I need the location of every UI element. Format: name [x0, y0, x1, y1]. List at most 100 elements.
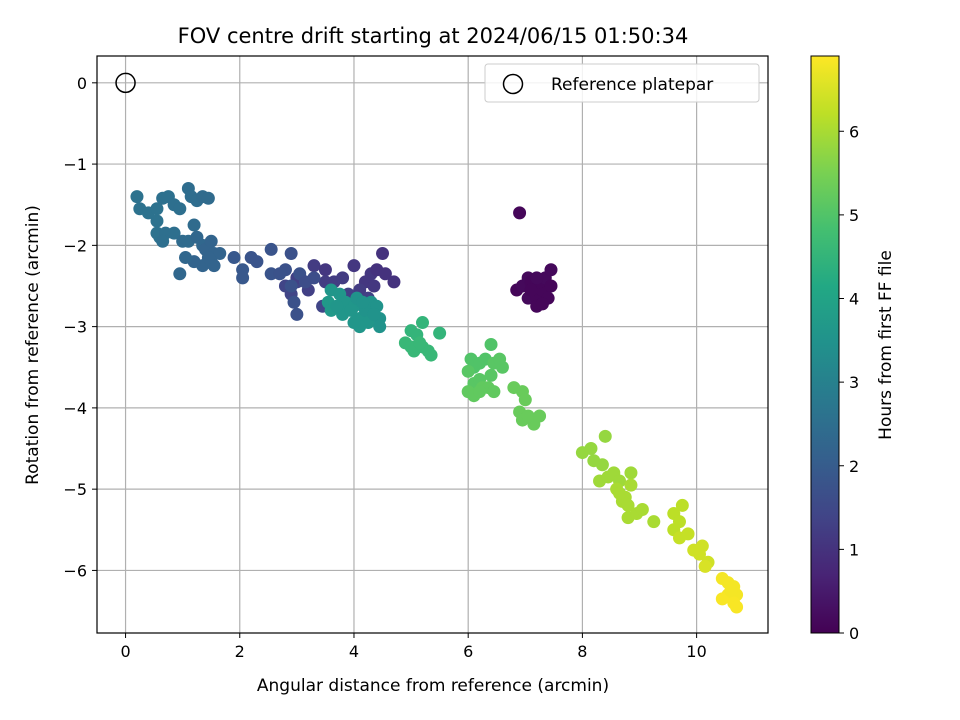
data-point — [681, 527, 695, 541]
data-point — [535, 297, 549, 311]
colorbar-tick-label: 0 — [849, 624, 859, 643]
data-point — [273, 267, 287, 281]
data-point — [167, 226, 181, 240]
data-point — [318, 263, 332, 277]
data-point — [307, 271, 321, 285]
reference-point — [115, 72, 136, 94]
x-axis-label: Angular distance from reference (arcmin) — [257, 676, 609, 696]
data-point — [730, 600, 744, 614]
data-point — [584, 442, 598, 456]
data-point — [613, 486, 627, 500]
data-point — [173, 202, 187, 216]
legend-box — [484, 63, 760, 103]
data-point — [473, 385, 487, 399]
data-point — [621, 498, 635, 512]
data-point — [635, 502, 649, 516]
plot-frame — [96, 55, 769, 634]
colorbar-label: Hours from first FF file — [876, 250, 896, 440]
data-point — [484, 368, 498, 382]
data-point — [227, 251, 241, 265]
data-point — [236, 271, 250, 285]
data-point — [530, 271, 544, 285]
colorbar-gradient — [810, 55, 840, 634]
data-point — [533, 409, 547, 423]
data-point — [156, 234, 170, 248]
data-point — [356, 295, 370, 309]
data-point — [187, 218, 201, 232]
data-point — [416, 316, 430, 330]
legend-label: Reference platepar — [551, 75, 713, 95]
data-point — [521, 409, 535, 423]
x-axis-ticks: 0 2 4 6 8 10 — [120, 633, 707, 661]
data-point — [264, 242, 278, 256]
colorbar: 0 1 2 3 4 5 6 Hours from first FF file — [810, 55, 896, 643]
data-point — [204, 234, 218, 248]
data-point — [201, 251, 215, 265]
data-point — [367, 279, 381, 293]
data-point — [513, 206, 527, 220]
data-point — [598, 429, 612, 443]
y-axis-ticks: 0 −1 −2 −3 −4 −5 −6 — [63, 74, 97, 580]
data-point — [544, 263, 558, 277]
colorbar-tick-label: 2 — [849, 457, 859, 476]
data-point — [150, 214, 164, 228]
data-point — [290, 307, 304, 321]
y-tick-label: 0 — [77, 74, 87, 93]
data-point — [284, 279, 298, 293]
colorbar-tick-label: 1 — [849, 540, 859, 559]
data-point — [347, 316, 361, 330]
data-point — [544, 279, 558, 293]
data-point — [284, 246, 298, 260]
colorbar-tick-label: 4 — [849, 290, 859, 309]
data-point — [150, 202, 164, 216]
data-point — [433, 326, 447, 340]
data-point — [373, 320, 387, 334]
x-tick-label: 8 — [577, 642, 587, 661]
data-point — [213, 246, 227, 260]
colorbar-tick-label: 3 — [849, 373, 859, 392]
colorbar-tick-label: 6 — [849, 122, 859, 141]
data-point — [518, 393, 532, 407]
data-point — [692, 547, 706, 561]
y-tick-label: −2 — [63, 236, 87, 255]
y-tick-label: −5 — [63, 480, 87, 499]
colorbar-ticks: 0 1 2 3 4 5 6 — [839, 122, 859, 643]
data-point — [715, 592, 729, 606]
data-point — [524, 283, 538, 297]
y-tick-label: −6 — [63, 561, 87, 580]
data-point — [484, 338, 498, 351]
data-point — [387, 275, 401, 289]
data-point — [173, 267, 187, 281]
data-point — [307, 259, 321, 273]
data-point — [495, 360, 509, 374]
data-point — [698, 559, 712, 573]
data-point — [647, 515, 661, 529]
legend: Reference platepar — [484, 63, 760, 103]
y-tick-label: −3 — [63, 318, 87, 337]
data-point — [201, 191, 215, 205]
colorbar-tick-label: 5 — [849, 206, 859, 225]
data-point — [487, 385, 501, 399]
chart-title: FOV centre drift starting at 2024/06/15 … — [178, 24, 689, 48]
data-point — [287, 295, 301, 309]
data-point — [179, 251, 193, 265]
data-point — [675, 498, 689, 512]
data-point — [250, 255, 264, 269]
x-tick-label: 2 — [235, 642, 245, 661]
data-point — [378, 267, 392, 281]
data-points — [130, 181, 744, 614]
data-point — [376, 246, 390, 260]
x-tick-label: 0 — [120, 642, 130, 661]
data-point — [461, 364, 475, 378]
x-tick-label: 4 — [349, 642, 359, 661]
data-point — [595, 458, 609, 472]
data-point — [330, 299, 344, 313]
data-point — [624, 466, 638, 480]
data-point — [336, 271, 350, 285]
x-tick-label: 10 — [686, 642, 706, 661]
x-tick-label: 6 — [463, 642, 473, 661]
y-axis-label: Rotation from reference (arcmin) — [23, 205, 43, 485]
data-point — [347, 259, 361, 273]
data-point — [413, 336, 427, 350]
data-point — [424, 348, 438, 362]
